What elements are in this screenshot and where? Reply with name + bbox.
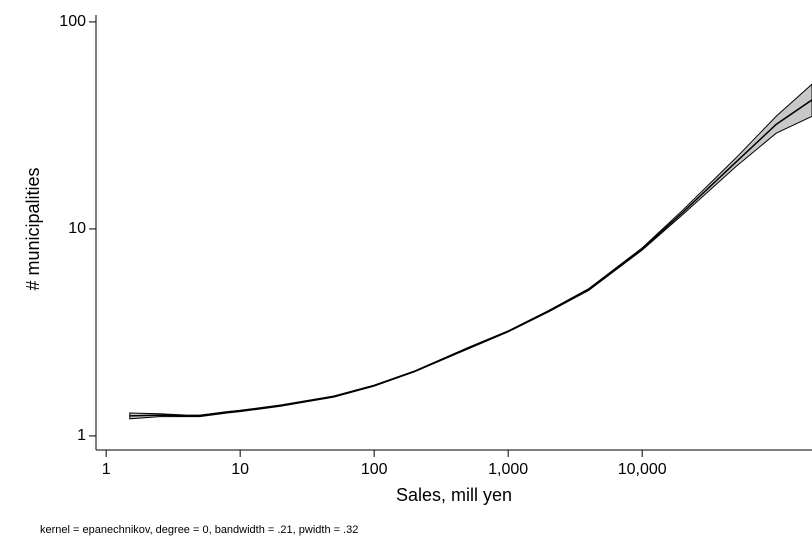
- x-tick-label: 100: [361, 461, 388, 478]
- x-tick-label: 1: [102, 461, 111, 478]
- x-tick-label: 10,000: [618, 461, 667, 478]
- y-tick-label: 100: [59, 13, 86, 30]
- fit-line: [129, 99, 812, 417]
- y-axis-title: # municipalities: [23, 167, 43, 290]
- plot-area: [129, 83, 812, 420]
- note: kernel = epanechnikov, degree = 0, bandw…: [40, 524, 358, 536]
- y-tick-label: 10: [68, 220, 86, 237]
- x-axis-title: Sales, mill yen: [396, 485, 512, 505]
- confidence-band: [129, 83, 812, 420]
- x-tick-label: 10: [231, 461, 249, 478]
- x-tick-label: 1,000: [488, 461, 528, 478]
- y-tick-label: 1: [77, 427, 86, 444]
